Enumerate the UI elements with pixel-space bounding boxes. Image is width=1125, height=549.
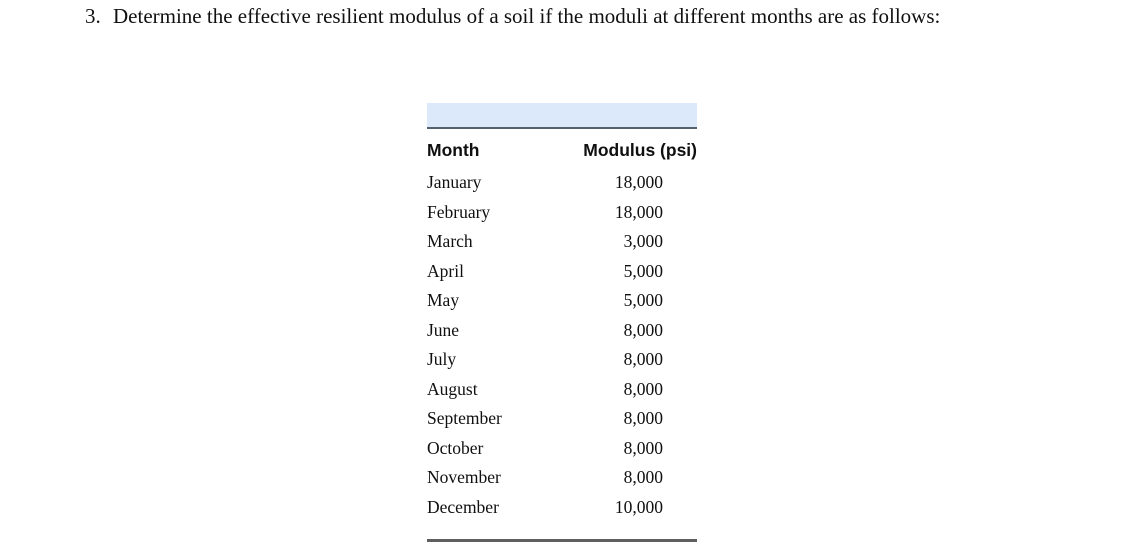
modulus-data-table: Month Modulus (psi) January 18,000 Februar… (427, 138, 697, 522)
modulus-cell: 8,000 (623, 349, 663, 369)
modulus-cell: 5,000 (623, 260, 663, 281)
table-top-bar (427, 103, 697, 129)
modulus-cell: 5,000 (623, 290, 663, 310)
month-cell: September (427, 408, 502, 428)
month-cell: February (427, 201, 491, 222)
modulus-cell: 8,000 (623, 378, 663, 399)
month-cell: June (427, 319, 460, 340)
table-row: May 5,000 (427, 286, 697, 316)
table-row: January 18,000 (427, 162, 697, 198)
problem-statement: 3. Determine the effective resilient mod… (85, 1, 1035, 32)
column-header-month: Month (427, 140, 480, 160)
modulus-cell: 8,000 (623, 437, 663, 458)
month-cell: October (427, 437, 484, 458)
modulus-table-body: January 18,000 February 18,000 March 3,000 Apr… (427, 162, 697, 522)
problem-number: 3. (85, 4, 101, 28)
modulus-cell: 10,000 (614, 496, 663, 517)
problem-text: Determine the effective resilient modulu… (113, 4, 941, 28)
month-cell: November (427, 467, 501, 487)
table-header-row: Month Modulus (psi) (427, 138, 697, 162)
month-cell: July (427, 349, 457, 369)
modulus-cell: 18,000 (614, 201, 663, 222)
table-row: August 8,000 (427, 375, 697, 405)
table-row: June 8,000 (427, 316, 697, 346)
table-row: February 18,000 (427, 198, 697, 228)
table-row: November 8,000 (427, 463, 697, 493)
month-cell: March (427, 231, 473, 251)
month-cell: May (427, 290, 460, 310)
month-cell: December (427, 496, 499, 517)
month-cell: January (427, 172, 482, 192)
month-cell: August (427, 378, 478, 399)
modulus-cell: 3,000 (623, 231, 663, 251)
modulus-cell: 18,000 (614, 172, 663, 192)
table-row: October 8,000 (427, 434, 697, 464)
table-bottom-rule (427, 539, 697, 542)
table-row: March 3,000 (427, 227, 697, 257)
modulus-cell: 8,000 (623, 408, 663, 428)
table-row: April 5,000 (427, 257, 697, 287)
table-row: September 8,000 (427, 404, 697, 434)
modulus-cell: 8,000 (623, 319, 663, 340)
column-header-modulus: Modulus (psi) (583, 140, 697, 160)
modulus-cell: 8,000 (623, 467, 663, 487)
table-row: December 10,000 (427, 493, 697, 523)
modulus-table: Month Modulus (psi) January 18,000 Februar… (427, 103, 697, 542)
table-row: July 8,000 (427, 345, 697, 375)
month-cell: April (427, 260, 464, 281)
